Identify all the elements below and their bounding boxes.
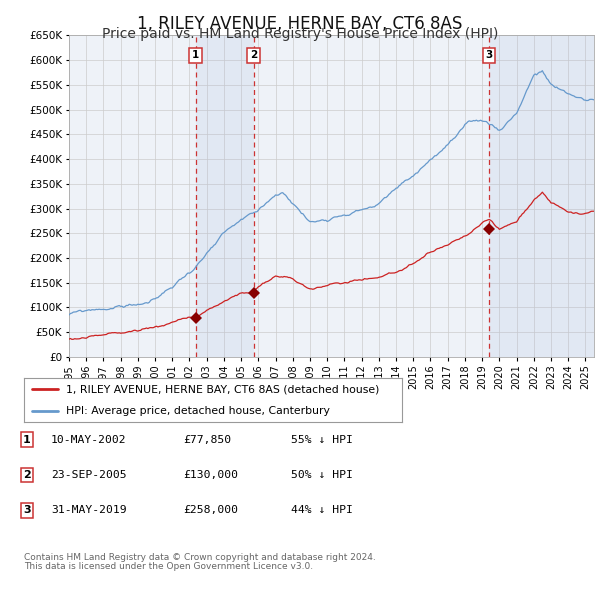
Text: 50% ↓ HPI: 50% ↓ HPI	[291, 470, 353, 480]
Text: 55% ↓ HPI: 55% ↓ HPI	[291, 435, 353, 444]
Text: 10-MAY-2002: 10-MAY-2002	[51, 435, 127, 444]
Text: 1, RILEY AVENUE, HERNE BAY, CT6 8AS: 1, RILEY AVENUE, HERNE BAY, CT6 8AS	[137, 15, 463, 33]
Text: Contains HM Land Registry data © Crown copyright and database right 2024.: Contains HM Land Registry data © Crown c…	[24, 553, 376, 562]
Text: 3: 3	[23, 506, 31, 515]
Text: 1, RILEY AVENUE, HERNE BAY, CT6 8AS (detached house): 1, RILEY AVENUE, HERNE BAY, CT6 8AS (det…	[65, 384, 379, 394]
Text: 1: 1	[23, 435, 31, 444]
Text: 2: 2	[23, 470, 31, 480]
Text: 1: 1	[192, 50, 199, 60]
Text: £130,000: £130,000	[183, 470, 238, 480]
Text: 2: 2	[250, 50, 257, 60]
Text: 3: 3	[485, 50, 493, 60]
Bar	[196, 35, 254, 357]
Text: £77,850: £77,850	[183, 435, 231, 444]
Text: 31-MAY-2019: 31-MAY-2019	[51, 506, 127, 515]
Bar	[489, 35, 594, 357]
Text: 44% ↓ HPI: 44% ↓ HPI	[291, 506, 353, 515]
Text: HPI: Average price, detached house, Canterbury: HPI: Average price, detached house, Cant…	[65, 406, 329, 416]
Text: Price paid vs. HM Land Registry's House Price Index (HPI): Price paid vs. HM Land Registry's House …	[102, 27, 498, 41]
Text: This data is licensed under the Open Government Licence v3.0.: This data is licensed under the Open Gov…	[24, 562, 313, 571]
Text: 23-SEP-2005: 23-SEP-2005	[51, 470, 127, 480]
Text: £258,000: £258,000	[183, 506, 238, 515]
